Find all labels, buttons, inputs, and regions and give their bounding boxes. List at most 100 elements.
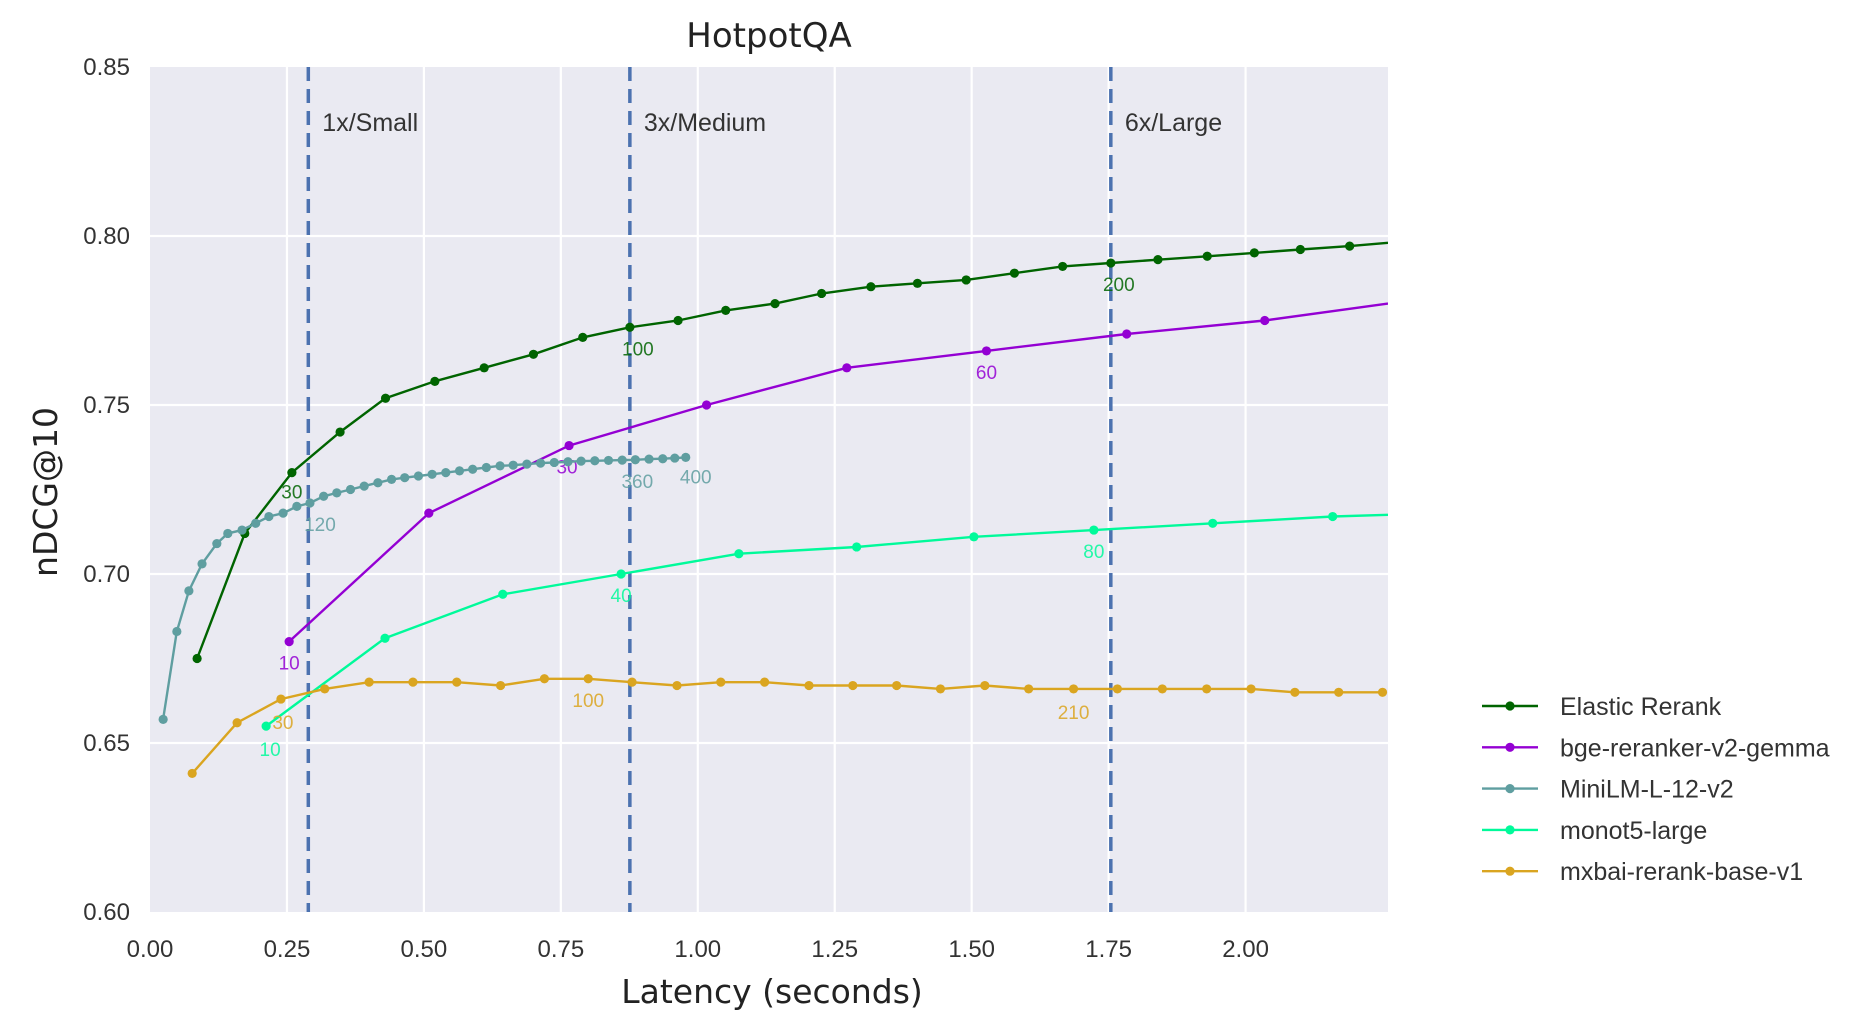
data-point xyxy=(1290,687,1300,697)
data-point xyxy=(320,684,330,694)
data-point xyxy=(495,461,505,471)
data-point xyxy=(1089,525,1099,535)
data-point xyxy=(212,538,222,549)
data-point xyxy=(576,456,586,466)
legend-marker xyxy=(1505,866,1515,876)
data-point xyxy=(1157,684,1167,694)
data-point xyxy=(912,278,923,288)
point-annotation: 100 xyxy=(572,691,604,712)
data-point xyxy=(627,677,637,687)
data-point xyxy=(424,508,434,518)
y-tick-label: 0.75 xyxy=(83,392,130,419)
legend-label: Elastic Rerank xyxy=(1560,693,1722,721)
data-point xyxy=(658,454,668,464)
data-point xyxy=(804,680,814,691)
data-point xyxy=(935,684,946,694)
point-annotation: 60 xyxy=(976,363,997,384)
x-tick-label: 0.00 xyxy=(127,936,174,963)
data-point xyxy=(335,427,345,437)
data-point xyxy=(284,637,294,647)
data-point xyxy=(625,322,635,332)
data-point xyxy=(1009,268,1020,278)
point-annotation: 40 xyxy=(611,586,632,607)
data-point xyxy=(539,674,550,684)
legend-marker xyxy=(1505,825,1515,835)
data-point xyxy=(617,455,627,465)
point-annotation: 120 xyxy=(304,515,336,536)
data-point xyxy=(980,680,990,691)
data-point xyxy=(187,768,197,779)
data-point xyxy=(1202,684,1212,694)
data-point xyxy=(359,481,369,491)
data-point xyxy=(1377,687,1388,697)
data-point xyxy=(427,469,437,479)
threshold-lines: 1x/Small 3x/Medium 6x/Large xyxy=(306,67,1222,912)
data-point xyxy=(616,569,626,579)
data-point xyxy=(400,473,410,483)
legend-item: MiniLM-L-12-v2 xyxy=(1482,776,1734,804)
data-point xyxy=(816,288,827,299)
data-point xyxy=(408,677,418,687)
data-point xyxy=(413,471,424,481)
y-tick-label: 0.70 xyxy=(83,561,130,588)
data-point xyxy=(278,508,288,518)
data-point xyxy=(892,680,902,691)
x-tick-label: 1.50 xyxy=(948,936,995,963)
data-point xyxy=(495,680,506,691)
series-minilm-l-12-v2: 120 360 400 xyxy=(158,452,712,724)
x-tick-label: 2.00 xyxy=(1222,936,1269,963)
grid-lines xyxy=(150,67,1388,912)
data-point xyxy=(603,455,614,466)
data-point xyxy=(670,453,680,463)
series-line xyxy=(191,677,1383,775)
data-point xyxy=(319,491,329,501)
data-point xyxy=(498,589,508,599)
data-point xyxy=(721,305,731,315)
x-tick-label: 0.75 xyxy=(537,936,584,963)
point-annotation: 210 xyxy=(1058,703,1090,724)
data-point xyxy=(232,718,242,728)
data-point xyxy=(583,674,593,684)
data-point xyxy=(276,694,286,704)
data-point xyxy=(380,393,391,403)
data-point xyxy=(1202,251,1212,261)
point-annotation: 30 xyxy=(281,483,302,504)
point-annotation: 200 xyxy=(1103,275,1135,296)
data-point xyxy=(237,525,247,535)
data-point xyxy=(701,400,712,410)
legend: Elastic Rerank bge-reranker-v2-gemma MiniL… xyxy=(1482,693,1830,886)
data-point xyxy=(430,376,440,386)
data-point xyxy=(479,363,489,373)
data-point xyxy=(672,680,682,691)
x-tick-label: 0.25 xyxy=(264,936,311,963)
data-point xyxy=(1068,684,1079,694)
data-point xyxy=(760,677,770,687)
data-point xyxy=(158,714,168,724)
data-point xyxy=(1328,511,1338,522)
data-point xyxy=(770,299,780,309)
data-point xyxy=(452,677,462,687)
data-point xyxy=(345,484,356,495)
y-tick-label: 0.85 xyxy=(83,54,130,81)
threshold-label: 1x/Small xyxy=(322,109,418,137)
data-point xyxy=(481,462,491,473)
data-point xyxy=(1345,241,1355,251)
data-point xyxy=(184,586,194,596)
data-point xyxy=(563,457,573,467)
point-annotation: 100 xyxy=(622,339,654,360)
data-point xyxy=(1334,687,1344,697)
point-annotation: 30 xyxy=(272,713,293,734)
legend-marker xyxy=(1505,742,1515,752)
data-point xyxy=(364,677,374,687)
data-point xyxy=(535,458,546,468)
series-mxbai-rerank-base-v1: 30 100 210 xyxy=(187,674,1388,779)
data-point xyxy=(630,455,640,465)
legend-item: mxbai-rerank-base-v1 xyxy=(1482,858,1803,886)
data-point xyxy=(1112,684,1122,694)
data-point xyxy=(848,680,858,691)
legend-label: MiniLM-L-12-v2 xyxy=(1560,776,1734,804)
data-point xyxy=(866,282,876,292)
data-point xyxy=(251,518,261,528)
data-point xyxy=(716,677,726,687)
